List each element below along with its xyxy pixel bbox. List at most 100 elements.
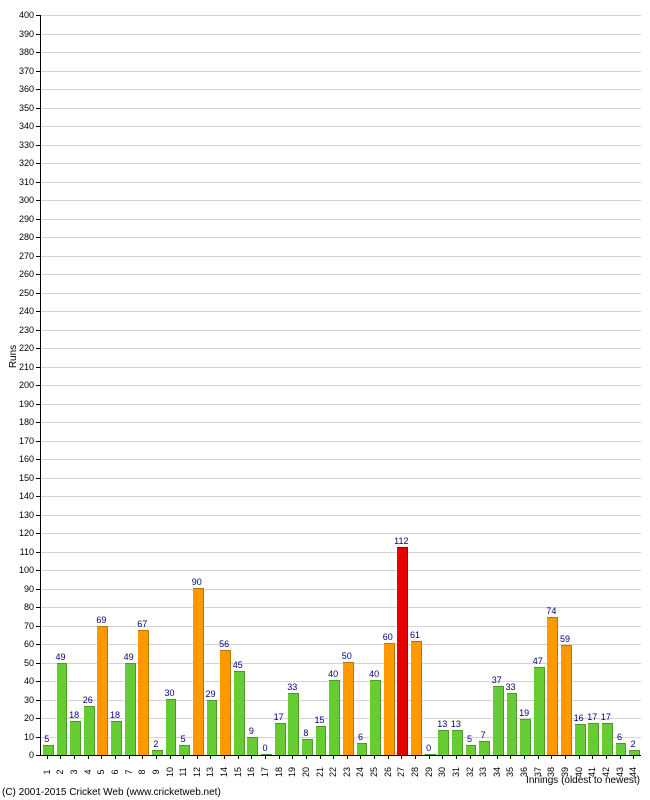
gridline xyxy=(41,515,641,516)
x-tick-mark xyxy=(265,755,266,759)
bar xyxy=(302,739,313,755)
bar xyxy=(602,723,613,755)
bar xyxy=(261,754,272,755)
x-tick-label: 14 xyxy=(219,767,229,777)
bar-value-label: 74 xyxy=(546,606,556,616)
bar-value-label: 0 xyxy=(262,743,267,753)
x-tick-mark xyxy=(538,755,539,759)
x-tick-label: 25 xyxy=(369,767,379,777)
bar-value-label: 2 xyxy=(631,739,636,749)
y-tick-label: 0 xyxy=(0,750,34,760)
y-tick-mark xyxy=(36,700,40,701)
x-tick-label: 21 xyxy=(315,767,325,777)
y-tick-label: 340 xyxy=(0,121,34,131)
chart-container: 0102030405060708090100110120130140150160… xyxy=(0,0,650,800)
gridline xyxy=(41,34,641,35)
y-tick-mark xyxy=(36,496,40,497)
bar xyxy=(452,730,463,755)
gridline xyxy=(41,348,641,349)
bar-value-label: 33 xyxy=(505,682,515,692)
y-tick-label: 320 xyxy=(0,158,34,168)
bar xyxy=(466,745,477,755)
x-tick-mark xyxy=(129,755,130,759)
bar xyxy=(125,663,136,755)
gridline xyxy=(41,459,641,460)
bar-value-label: 112 xyxy=(394,536,408,546)
x-tick-mark xyxy=(279,755,280,759)
bar xyxy=(152,750,163,755)
bar xyxy=(70,721,81,755)
x-tick-label: 15 xyxy=(233,767,243,777)
bar-value-label: 15 xyxy=(315,715,325,725)
bar xyxy=(534,667,545,755)
x-tick-mark xyxy=(224,755,225,759)
bar xyxy=(138,630,149,755)
bar xyxy=(438,730,449,755)
y-axis-label: Runs xyxy=(8,345,19,368)
y-tick-mark xyxy=(36,126,40,127)
bar-value-label: 6 xyxy=(617,732,622,742)
bar xyxy=(357,743,368,755)
gridline xyxy=(41,182,641,183)
x-tick-mark xyxy=(115,755,116,759)
bar-value-label: 50 xyxy=(342,651,352,661)
x-tick-label: 10 xyxy=(165,767,175,777)
y-tick-label: 40 xyxy=(0,676,34,686)
y-tick-label: 90 xyxy=(0,584,34,594)
gridline xyxy=(41,385,641,386)
bar xyxy=(207,700,218,755)
bar-value-label: 5 xyxy=(467,734,472,744)
bar-value-label: 6 xyxy=(358,732,363,742)
y-tick-label: 280 xyxy=(0,232,34,242)
bar-value-label: 90 xyxy=(192,577,202,587)
gridline xyxy=(41,52,641,53)
bar xyxy=(97,626,108,755)
y-tick-mark xyxy=(36,385,40,386)
y-tick-mark xyxy=(36,515,40,516)
y-tick-mark xyxy=(36,422,40,423)
x-tick-label: 19 xyxy=(287,767,297,777)
x-tick-label: 4 xyxy=(83,769,93,774)
x-tick-label: 17 xyxy=(260,767,270,777)
y-tick-label: 310 xyxy=(0,177,34,187)
y-tick-mark xyxy=(36,737,40,738)
y-tick-mark xyxy=(36,626,40,627)
y-tick-label: 20 xyxy=(0,713,34,723)
gridline xyxy=(41,311,641,312)
x-tick-label: 8 xyxy=(137,769,147,774)
bar-value-label: 60 xyxy=(383,632,393,642)
x-tick-label: 3 xyxy=(69,769,79,774)
gridline xyxy=(41,441,641,442)
y-tick-mark xyxy=(36,441,40,442)
x-tick-label: 30 xyxy=(437,767,447,777)
x-tick-mark xyxy=(74,755,75,759)
bar-value-label: 40 xyxy=(328,669,338,679)
x-tick-mark xyxy=(620,755,621,759)
bar xyxy=(111,721,122,755)
x-tick-mark xyxy=(292,755,293,759)
x-tick-label: 26 xyxy=(383,767,393,777)
bar-value-label: 8 xyxy=(303,728,308,738)
y-tick-label: 250 xyxy=(0,288,34,298)
bar xyxy=(193,588,204,756)
y-tick-label: 50 xyxy=(0,658,34,668)
x-tick-label: 18 xyxy=(274,767,284,777)
y-tick-label: 270 xyxy=(0,251,34,261)
bar xyxy=(316,726,327,755)
gridline xyxy=(41,15,641,16)
x-tick-label: 29 xyxy=(424,767,434,777)
bar xyxy=(329,680,340,755)
y-tick-mark xyxy=(36,478,40,479)
y-tick-label: 110 xyxy=(0,547,34,557)
x-tick-label: 6 xyxy=(110,769,120,774)
x-tick-mark xyxy=(183,755,184,759)
x-tick-label: 33 xyxy=(478,767,488,777)
gridline xyxy=(41,496,641,497)
x-tick-mark xyxy=(401,755,402,759)
x-tick-mark xyxy=(101,755,102,759)
bar-value-label: 45 xyxy=(233,660,243,670)
bar xyxy=(425,754,436,755)
x-tick-mark xyxy=(88,755,89,759)
bar-value-label: 30 xyxy=(165,688,175,698)
gridline xyxy=(41,163,641,164)
